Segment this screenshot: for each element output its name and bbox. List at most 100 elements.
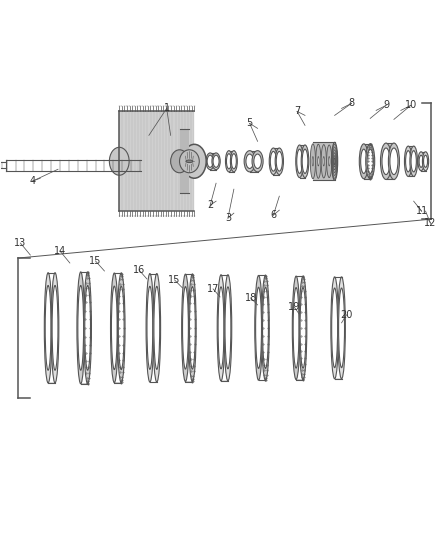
Ellipse shape <box>334 157 336 166</box>
Ellipse shape <box>212 153 220 169</box>
Ellipse shape <box>183 144 206 178</box>
Polygon shape <box>48 382 55 383</box>
Ellipse shape <box>180 150 199 173</box>
Ellipse shape <box>190 287 195 369</box>
Ellipse shape <box>225 287 231 369</box>
Ellipse shape <box>183 287 188 369</box>
Polygon shape <box>386 143 394 180</box>
Polygon shape <box>210 153 216 169</box>
Ellipse shape <box>262 287 268 368</box>
Ellipse shape <box>410 146 417 176</box>
Ellipse shape <box>367 149 373 173</box>
Text: 5: 5 <box>247 118 253 128</box>
Ellipse shape <box>359 144 368 179</box>
Ellipse shape <box>186 160 193 163</box>
Ellipse shape <box>292 276 300 379</box>
Polygon shape <box>119 111 194 211</box>
Ellipse shape <box>406 151 411 172</box>
Ellipse shape <box>226 151 233 172</box>
Text: 11: 11 <box>416 206 428 216</box>
Ellipse shape <box>244 151 255 172</box>
Text: 15: 15 <box>168 275 181 285</box>
Ellipse shape <box>316 144 321 179</box>
Ellipse shape <box>293 288 299 368</box>
Ellipse shape <box>338 277 345 379</box>
Ellipse shape <box>366 144 374 179</box>
Text: 6: 6 <box>270 210 276 220</box>
Polygon shape <box>81 383 88 384</box>
Ellipse shape <box>226 154 231 169</box>
Polygon shape <box>150 273 157 274</box>
Ellipse shape <box>381 143 392 180</box>
Ellipse shape <box>118 286 124 369</box>
Ellipse shape <box>419 155 423 167</box>
Ellipse shape <box>404 146 412 176</box>
Ellipse shape <box>51 273 59 383</box>
Text: 9: 9 <box>383 100 389 110</box>
Polygon shape <box>300 145 305 177</box>
Ellipse shape <box>312 157 314 166</box>
Ellipse shape <box>299 276 307 379</box>
Ellipse shape <box>321 144 326 178</box>
Ellipse shape <box>302 149 308 173</box>
Polygon shape <box>273 148 279 174</box>
Ellipse shape <box>332 288 338 368</box>
Ellipse shape <box>261 276 269 380</box>
Ellipse shape <box>154 286 160 369</box>
Ellipse shape <box>270 151 276 171</box>
Ellipse shape <box>276 151 283 171</box>
Ellipse shape <box>328 157 330 166</box>
Ellipse shape <box>332 146 337 177</box>
Ellipse shape <box>231 154 237 169</box>
Ellipse shape <box>323 157 325 166</box>
Ellipse shape <box>382 148 390 174</box>
Ellipse shape <box>310 144 315 179</box>
Text: 12: 12 <box>424 218 437 228</box>
Text: 16: 16 <box>133 265 145 275</box>
Ellipse shape <box>207 155 213 167</box>
Text: 1: 1 <box>164 103 170 114</box>
Ellipse shape <box>224 275 232 381</box>
Ellipse shape <box>189 274 196 382</box>
Ellipse shape <box>206 153 214 169</box>
Text: 2: 2 <box>207 200 213 210</box>
Ellipse shape <box>390 148 398 174</box>
Ellipse shape <box>318 157 319 166</box>
Ellipse shape <box>252 151 263 172</box>
Text: 10: 10 <box>405 100 417 110</box>
Ellipse shape <box>411 151 417 172</box>
Ellipse shape <box>171 150 188 173</box>
Text: 15: 15 <box>89 256 102 266</box>
Ellipse shape <box>339 288 345 368</box>
Text: 14: 14 <box>54 246 66 256</box>
Ellipse shape <box>275 148 283 174</box>
Text: 17: 17 <box>207 284 219 294</box>
Polygon shape <box>114 382 121 383</box>
Text: 13: 13 <box>14 238 27 248</box>
Polygon shape <box>408 146 413 176</box>
Polygon shape <box>364 144 370 179</box>
Ellipse shape <box>45 286 51 370</box>
Polygon shape <box>313 142 335 180</box>
Ellipse shape <box>327 145 332 177</box>
Ellipse shape <box>182 274 189 382</box>
Text: 18: 18 <box>244 293 257 303</box>
Ellipse shape <box>301 145 309 177</box>
Ellipse shape <box>117 273 125 383</box>
Ellipse shape <box>77 272 85 384</box>
Polygon shape <box>185 381 192 382</box>
Ellipse shape <box>84 272 92 384</box>
Ellipse shape <box>254 154 261 168</box>
Ellipse shape <box>213 155 219 167</box>
Ellipse shape <box>422 152 429 171</box>
Ellipse shape <box>360 149 367 173</box>
Ellipse shape <box>296 145 304 177</box>
Text: 19: 19 <box>288 302 300 312</box>
Ellipse shape <box>424 155 427 167</box>
Ellipse shape <box>110 273 118 383</box>
Ellipse shape <box>246 154 254 168</box>
Ellipse shape <box>44 273 52 383</box>
Ellipse shape <box>147 286 153 369</box>
Polygon shape <box>180 130 189 193</box>
Ellipse shape <box>52 286 58 370</box>
